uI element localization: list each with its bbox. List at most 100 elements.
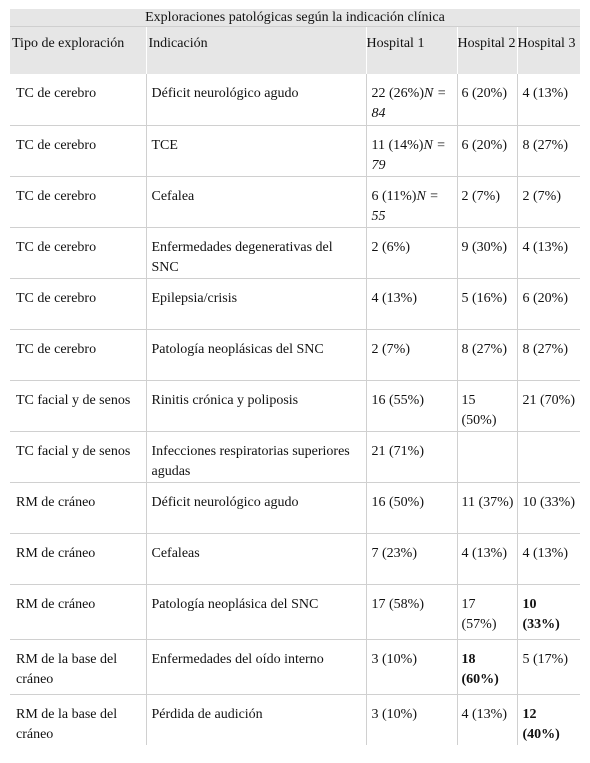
- cell-hospital-3: 5 (17%): [517, 639, 580, 695]
- header-hospital-1: Hospital 1: [366, 27, 458, 74]
- cell-hospital-3: 4 (13%): [517, 533, 580, 585]
- cell-indicacion-text: Epilepsia/crisis: [151, 290, 238, 306]
- cell-hospital-3: 12 (40%): [517, 694, 580, 745]
- table-body: TC de cerebro Déficit neurológico agudo 22…: [10, 74, 580, 745]
- cell-hospital-1-text: 3 (10%): [371, 651, 418, 667]
- cell-hospital-2: 15 (50%): [457, 380, 518, 432]
- cell-indicacion-text: TCE: [151, 137, 178, 153]
- cell-indicacion: Déficit neurológico agudo: [146, 74, 367, 126]
- table-container: Exploraciones patológicas según la indic…: [10, 9, 580, 745]
- header-tipo: Tipo de exploración: [10, 27, 147, 74]
- cell-tipo-text: TC de cerebro: [16, 290, 97, 306]
- cell-hospital-2: 6 (20%): [457, 74, 518, 126]
- cell-tipo: TC de cerebro: [10, 227, 147, 279]
- cell-tipo-text: TC facial y de senos: [16, 443, 131, 459]
- cell-hospital-2: 6 (20%): [457, 125, 518, 177]
- cell-hospital-2-text: 2 (7%): [461, 188, 501, 204]
- table-row: RM de cráneo Patología neoplásica del SNC…: [10, 584, 580, 640]
- cell-hospital-3: 4 (13%): [517, 227, 580, 279]
- cell-hospital-1: 6 (11%)N = 55: [366, 176, 458, 228]
- cell-hospital-1-text: 22 (26%): [371, 86, 425, 101]
- table-row: RM de cráneo Déficit neurológico agudo 16 …: [10, 482, 580, 534]
- cell-indicacion: Rinitis crónica y poliposis: [146, 380, 367, 432]
- cell-tipo-text: RM de cráneo: [16, 494, 96, 510]
- cell-hospital-3-text: 8 (27%): [522, 341, 569, 357]
- cell-hospital-2: 5 (16%): [457, 278, 518, 330]
- cell-tipo: RM de cráneo: [10, 584, 147, 640]
- cell-hospital-2-text: 8 (27%): [461, 341, 508, 357]
- cell-tipo: TC de cerebro: [10, 278, 147, 330]
- cell-tipo: RM de la base del cráneo: [10, 639, 147, 695]
- cell-tipo: RM de la base del cráneo: [10, 694, 147, 745]
- cell-hospital-3: 10 (33%): [517, 584, 580, 640]
- cell-hospital-3: 4 (13%): [517, 74, 580, 126]
- cell-hospital-2: 4 (13%): [457, 533, 518, 585]
- cell-indicacion: Enfermedades degenerativas del SNC: [146, 227, 367, 279]
- cell-hospital-1: 3 (10%): [366, 694, 458, 745]
- cell-hospital-1: 11 (14%)N = 79: [366, 125, 458, 177]
- cell-indicacion-text: Enfermedades del oído interno: [151, 651, 324, 667]
- cell-hospital-2: 9 (30%): [457, 227, 518, 279]
- cell-hospital-3-text: 10 (33%): [522, 494, 576, 510]
- cell-hospital-1-n: N = 55: [371, 188, 439, 224]
- cell-hospital-3-text: 4 (13%): [522, 239, 569, 255]
- cell-indicacion: Cefalea: [146, 176, 367, 228]
- cell-hospital-1-text: 11 (14%): [371, 137, 424, 153]
- cell-hospital-2-text: 15 (50%): [461, 392, 497, 428]
- header-hospital-2: Hospital 2: [457, 27, 518, 74]
- cell-hospital-2: 18 (60%): [457, 639, 518, 695]
- cell-hospital-2-text: 6 (20%): [461, 137, 508, 153]
- cell-hospital-1-text: 6 (11%): [371, 188, 417, 204]
- cell-indicacion-text: Cefaleas: [151, 545, 200, 561]
- cell-hospital-2-text: 4 (13%): [461, 706, 508, 722]
- cell-indicacion-text: Infecciones respiratorias superiores agu…: [151, 443, 350, 479]
- cell-indicacion-text: Cefalea: [151, 188, 195, 204]
- cell-hospital-3-text: 8 (27%): [522, 137, 569, 153]
- cell-hospital-3-text: 5 (17%): [522, 651, 569, 667]
- cell-indicacion: Pérdida de audición: [146, 694, 367, 745]
- cell-indicacion: TCE: [146, 125, 367, 177]
- header-hospital-3: Hospital 3: [517, 27, 580, 74]
- header-indicacion: Indicación: [146, 27, 367, 74]
- cell-indicacion: Déficit neurológico agudo: [146, 482, 367, 534]
- cell-indicacion-text: Patología neoplásicas del SNC: [151, 341, 324, 357]
- cell-hospital-2: [457, 431, 518, 483]
- cell-indicacion: Enfermedades del oído interno: [146, 639, 367, 695]
- cell-indicacion-text: Pérdida de audición: [151, 706, 263, 722]
- cell-hospital-1-text: 16 (50%): [371, 494, 425, 510]
- cell-indicacion-text: Patología neoplásica del SNC: [151, 596, 319, 612]
- cell-tipo-text: RM de cráneo: [16, 596, 96, 612]
- results-table: Tipo de exploración Indicación Hospital …: [10, 27, 580, 745]
- cell-tipo: TC de cerebro: [10, 329, 147, 381]
- cell-tipo-text: RM de la base del cráneo: [16, 651, 118, 687]
- cell-indicacion: Epilepsia/crisis: [146, 278, 367, 330]
- cell-hospital-1: 2 (6%): [366, 227, 458, 279]
- cell-hospital-2-text: 11 (37%): [461, 494, 514, 510]
- cell-hospital-1: 2 (7%): [366, 329, 458, 381]
- header-row: Tipo de exploración Indicación Hospital …: [10, 27, 580, 74]
- cell-tipo-text: RM de cráneo: [16, 545, 96, 561]
- cell-indicacion: Patología neoplásica del SNC: [146, 584, 367, 640]
- cell-tipo: TC facial y de senos: [10, 380, 147, 432]
- cell-hospital-1: 3 (10%): [366, 639, 458, 695]
- cell-hospital-2-text: 18 (60%): [461, 651, 499, 687]
- cell-hospital-1: 21 (71%): [366, 431, 458, 483]
- cell-indicacion: Patología neoplásicas del SNC: [146, 329, 367, 381]
- table-row: RM de la base del cráneo Enfermedades del…: [10, 639, 580, 695]
- cell-hospital-1-text: 16 (55%): [371, 392, 425, 408]
- cell-hospital-2: 8 (27%): [457, 329, 518, 381]
- table-row: RM de la base del cráneo Pérdida de audic…: [10, 694, 580, 745]
- table-row: TC facial y de senos Infecciones respirat…: [10, 431, 580, 483]
- cell-hospital-1: 7 (23%): [366, 533, 458, 585]
- cell-hospital-1-text: 21 (71%): [371, 443, 425, 459]
- cell-tipo-text: TC facial y de senos: [16, 392, 131, 408]
- cell-tipo: RM de cráneo: [10, 482, 147, 534]
- cell-hospital-3: 10 (33%): [517, 482, 580, 534]
- cell-hospital-3-text: 10 (33%): [522, 596, 560, 632]
- cell-hospital-2-text: 4 (13%): [461, 545, 508, 561]
- cell-hospital-2: 11 (37%): [457, 482, 518, 534]
- cell-hospital-3: 6 (20%): [517, 278, 580, 330]
- cell-indicacion: Cefaleas: [146, 533, 367, 585]
- cell-tipo-text: TC de cerebro: [16, 137, 97, 153]
- cell-indicacion-text: Rinitis crónica y poliposis: [151, 392, 299, 408]
